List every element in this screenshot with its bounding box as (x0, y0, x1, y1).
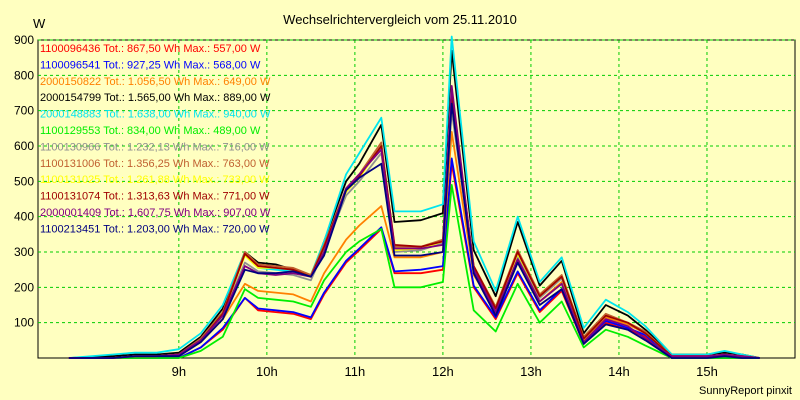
x-tick-label: 13h (520, 364, 542, 379)
legend-entry-1100131025: 1100131025 Tot.: 1.261,88 Wh Max.: 733,0… (40, 174, 270, 186)
legend-entry-1100129553: 1100129553 Tot.: 834,00 Wh Max.: 489,00 … (40, 125, 261, 137)
x-tick-label: 12h (432, 364, 454, 379)
series-line-2000154799 (68, 49, 760, 359)
x-tick-label: 11h (345, 364, 366, 379)
legend-entry-2000154799: 2000154799 Tot.: 1.565,00 Wh Max.: 889,0… (40, 92, 271, 104)
legend-entry-2000148883: 2000148883 Tot.: 1.638,00 Wh Max.: 940,0… (40, 109, 271, 121)
y-tick-label: 600 (14, 139, 34, 153)
x-ticks: 9h 10h 11h 12h 13h 14h 15h (172, 364, 718, 379)
x-tick-label: 14h (608, 364, 630, 379)
y-axis-label: W (33, 16, 46, 31)
y-tick-label: 300 (14, 245, 34, 259)
legend-entry-1100096541: 1100096541 Tot.: 927,25 Wh Max.: 568,00 … (40, 59, 261, 71)
series-line-2000148883 (68, 35, 760, 359)
chart-title: Wechselrichtervergleich vom 25.11.2010 (283, 12, 517, 27)
legend-entry-1100131006: 1100131006 Tot.: 1.356,25 Wh Max.: 763,0… (40, 158, 270, 170)
legend-entry-2000150822: 2000150822 Tot.: 1.056,50 Wh Max.: 649,0… (40, 76, 271, 88)
legend-entry-1100131074: 1100131074 Tot.: 1.313,63 Wh Max.: 771,0… (40, 191, 270, 203)
series-line-1100129553 (68, 183, 760, 359)
series-line-1100213451 (68, 102, 760, 359)
grid (38, 39, 795, 358)
series-lines (68, 35, 760, 359)
plot-area (37, 39, 796, 359)
y-tick-label: 200 (14, 280, 34, 294)
legend-entry-2000001409: 2000001409 Tot.: 1.607,75 Wh Max.: 907,0… (40, 207, 271, 219)
y-ticks: 100 200 300 400 500 600 700 800 900 (14, 33, 34, 330)
x-tick-label: 15h (696, 364, 718, 379)
legend: 1100096436 Tot.: 867,50 Wh Max.: 557,00 … (40, 43, 271, 235)
y-tick-label: 100 (14, 316, 34, 330)
footer-label: SunnyReport pinxit (699, 385, 792, 397)
y-tick-label: 500 (14, 174, 34, 188)
legend-entry-1100096436: 1100096436 Tot.: 867,50 Wh Max.: 557,00 … (40, 43, 261, 55)
y-tick-label: 400 (14, 210, 34, 224)
legend-entry-1100130966: 1100130966 Tot.: 1.232,13 Wh Max.: 716,0… (40, 141, 270, 153)
y-tick-label: 700 (14, 104, 34, 118)
y-tick-label: 800 (14, 68, 34, 82)
x-tick-label: 10h (256, 364, 278, 379)
series-line-2000001409 (68, 85, 760, 359)
y-tick-label: 900 (14, 33, 34, 47)
x-tick-label: 9h (172, 364, 186, 379)
legend-entry-1100213451: 1100213451 Tot.: 1.203,00 Wh Max.: 720,0… (40, 223, 270, 235)
